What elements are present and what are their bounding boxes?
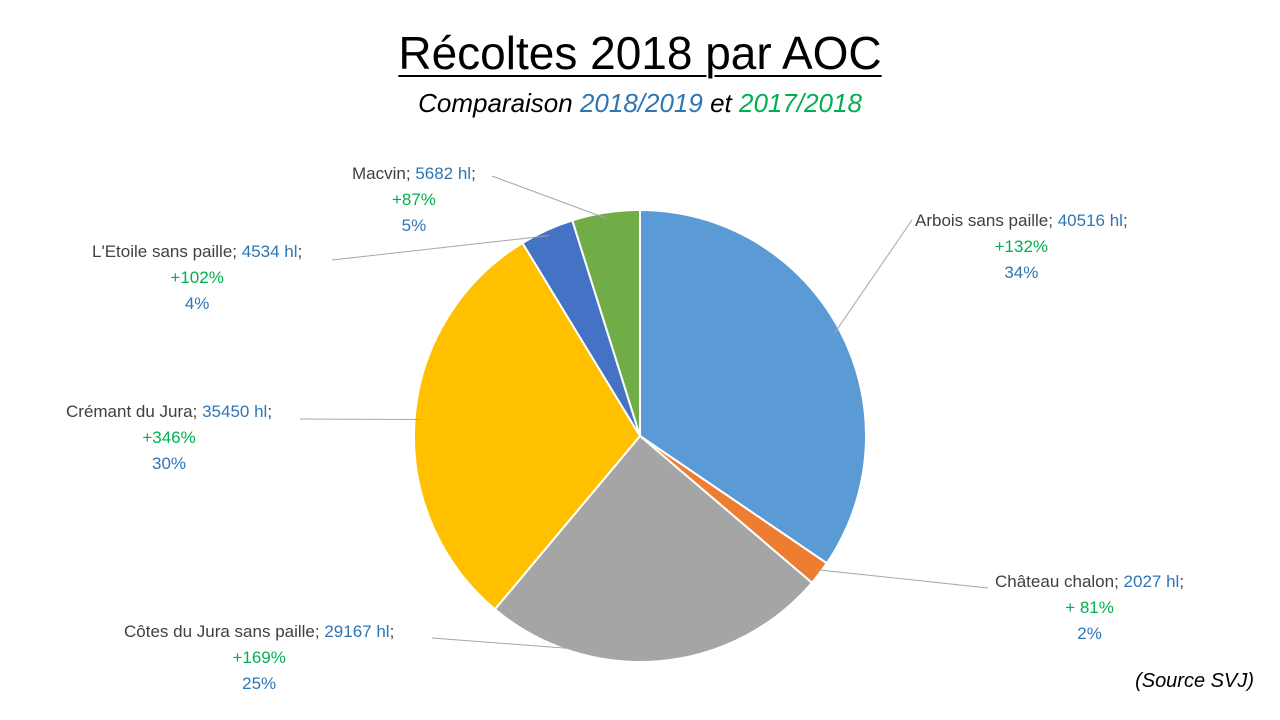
subtitle-prefix: Comparaison [418, 88, 580, 118]
slice-volume: 35450 hl [202, 402, 268, 421]
slice-label-macvin: Macvin; 5682 hl; +87% 5% [352, 161, 476, 239]
slice-percent: 4% [184, 294, 210, 313]
slice-name: Château chalon [995, 572, 1115, 591]
slice-label-cremant: Crémant du Jura; 35450 hl; +346% 30% [66, 399, 272, 477]
leader-line-0 [834, 219, 913, 334]
slice-name: Arbois sans paille [915, 211, 1049, 230]
slice-name: Crémant du Jura [66, 402, 193, 421]
slice-percent: 34% [1004, 263, 1039, 282]
slice-evolution: + 81% [1065, 598, 1114, 617]
slice-percent: 5% [401, 216, 427, 235]
chart-title: Récoltes 2018 par AOC [398, 27, 882, 79]
leader-line-3 [299, 418, 421, 420]
slice-volume: 2027 hl [1123, 572, 1180, 591]
subtitle-period-green: 2017/2018 [739, 88, 862, 118]
slice-evolution: +132% [994, 237, 1049, 256]
source-note: (Source SVJ) [1135, 670, 1254, 692]
leader-line-2 [431, 637, 659, 656]
slice-label-letoile: L'Etoile sans paille; 4534 hl; +102% 4% [92, 239, 302, 317]
slice-volume: 29167 hl [324, 622, 390, 641]
pie-slice-5 [571, 208, 641, 437]
pie-slice-0 [639, 208, 868, 565]
slice-evolution: +87% [391, 190, 436, 209]
pie-slice-2 [493, 434, 814, 664]
subtitle-middle: et [702, 88, 739, 118]
slice-percent: 30% [152, 454, 187, 473]
slice-label-cotes-du-jura: Côtes du Jura sans paille; 29167 hl; +16… [124, 619, 394, 697]
leader-line-1 [814, 569, 989, 589]
slice-percent: 25% [242, 674, 277, 693]
slice-name: Côtes du Jura sans paille [124, 622, 315, 641]
leader-line-4 [331, 235, 550, 261]
slice-name: Macvin [352, 164, 406, 183]
slice-volume: 4534 hl [241, 242, 298, 261]
slice-name: L'Etoile sans paille [92, 242, 233, 261]
slice-label-chateau-chalon: Château chalon; 2027 hl; + 81% 2% [995, 569, 1184, 647]
chart-subtitle: Comparaison 2018/2019 et 2017/2018 [0, 88, 1280, 119]
slice-volume: 5682 hl [415, 164, 472, 183]
subtitle-period-blue: 2018/2019 [579, 88, 703, 118]
slice-evolution: +346% [142, 428, 196, 447]
slice-label-arbois: Arbois sans paille; 40516 hl; +132% 34% [915, 208, 1128, 286]
leader-line-5 [491, 175, 607, 219]
slice-evolution: +169% [232, 648, 286, 667]
slice-volume: 40516 hl [1057, 211, 1123, 230]
slice-evolution: +102% [170, 268, 224, 287]
slice-percent: 2% [1077, 624, 1102, 643]
